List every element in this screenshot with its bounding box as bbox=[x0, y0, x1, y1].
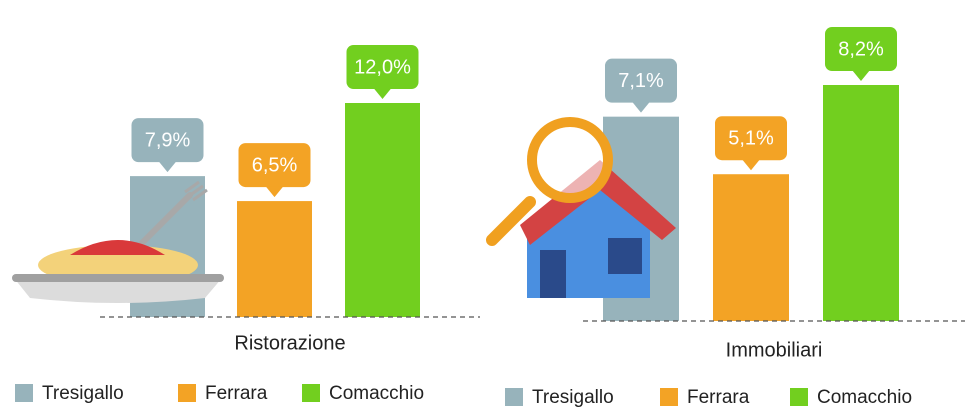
legend-label: Tresigallo bbox=[532, 387, 614, 407]
house-icon bbox=[486, 117, 676, 298]
legend-swatch bbox=[505, 388, 523, 406]
value-label-box bbox=[605, 58, 677, 103]
legend-label: Ferrara bbox=[205, 383, 268, 404]
value-label-pointer bbox=[632, 101, 650, 113]
value-label: 8,2% bbox=[838, 38, 884, 60]
legend-label: Ferrara bbox=[687, 387, 750, 407]
value-label-pointer bbox=[373, 88, 392, 99]
value-label-pointer bbox=[742, 159, 760, 171]
legend-swatch bbox=[660, 388, 678, 406]
value-label-pointer bbox=[852, 70, 870, 81]
icons bbox=[12, 117, 676, 303]
legend-label: Comacchio bbox=[329, 383, 424, 404]
value-label: 6,5% bbox=[252, 154, 298, 176]
value-label: 7,1% bbox=[618, 70, 664, 92]
value-label-pointer bbox=[265, 186, 284, 198]
value-label: 12,0% bbox=[354, 56, 411, 78]
value-label-pointer bbox=[158, 161, 177, 173]
legend-swatch bbox=[178, 384, 196, 402]
value-label: 7,9% bbox=[145, 129, 191, 151]
legend-swatch bbox=[15, 384, 33, 402]
value-label-box bbox=[346, 45, 419, 89]
category-label: Ristorazione bbox=[234, 332, 345, 354]
value-label-box bbox=[238, 143, 311, 188]
legend-swatch bbox=[790, 388, 808, 406]
value-label-box bbox=[131, 118, 204, 163]
legend-label: Comacchio bbox=[817, 387, 912, 407]
bar bbox=[345, 103, 420, 317]
value-label-box bbox=[715, 116, 787, 161]
category-label: Immobiliari bbox=[726, 339, 823, 361]
legend-label: Tresigallo bbox=[42, 383, 124, 404]
bar bbox=[713, 174, 789, 321]
bar bbox=[823, 85, 899, 321]
value-label-box bbox=[825, 27, 897, 71]
bar bbox=[237, 201, 312, 317]
value-label: 5,1% bbox=[728, 128, 774, 150]
legend-swatch bbox=[302, 384, 320, 402]
spaghetti-icon bbox=[12, 180, 224, 303]
